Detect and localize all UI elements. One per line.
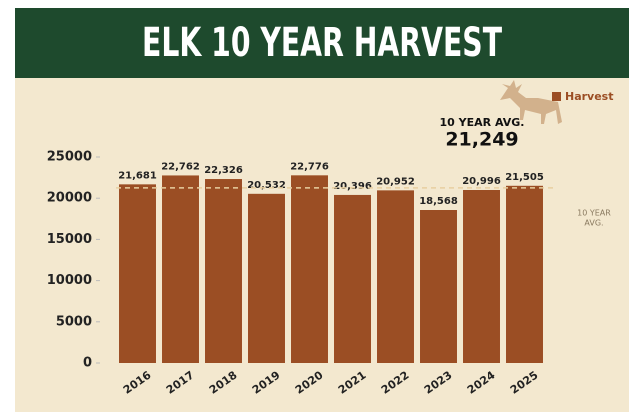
- value-label: 20,532: [247, 180, 286, 191]
- y-tick-label: 5000: [56, 314, 92, 329]
- bar: [119, 184, 156, 363]
- y-tick-label: 15000: [47, 232, 92, 247]
- elk-icon: [500, 80, 562, 124]
- bar: [162, 175, 199, 363]
- legend-swatch: [552, 92, 561, 101]
- bar: [506, 185, 543, 363]
- header: [15, 8, 629, 78]
- average-value: 21,249: [445, 129, 518, 151]
- bar: [377, 190, 414, 363]
- value-label: 21,681: [118, 170, 157, 181]
- value-label: 22,326: [204, 165, 243, 176]
- bar: [463, 189, 500, 363]
- bar: [291, 175, 328, 363]
- y-tick-label: 25000: [47, 150, 92, 165]
- value-label: 20,396: [333, 181, 372, 192]
- value-label: 18,568: [419, 196, 458, 207]
- bar: [334, 194, 371, 363]
- bar: [420, 209, 457, 363]
- bar: [248, 193, 285, 363]
- chart-title: ELK 10 YEAR HARVEST: [142, 20, 502, 66]
- legend-label: Harvest: [565, 90, 614, 103]
- y-tick-label: 20000: [47, 191, 92, 206]
- y-tick-label: 0: [83, 356, 92, 371]
- average-side-label: AVG.: [584, 219, 603, 228]
- average-side-label: 10 YEAR: [577, 209, 611, 218]
- value-label: 22,776: [290, 161, 329, 172]
- value-label: 22,762: [161, 161, 200, 172]
- y-tick-label: 10000: [47, 273, 92, 288]
- value-label: 20,996: [462, 176, 501, 187]
- bar: [205, 179, 242, 363]
- value-label: 21,505: [505, 172, 544, 183]
- average-title: 10 YEAR AVG.: [440, 116, 525, 129]
- value-label: 20,952: [376, 176, 415, 187]
